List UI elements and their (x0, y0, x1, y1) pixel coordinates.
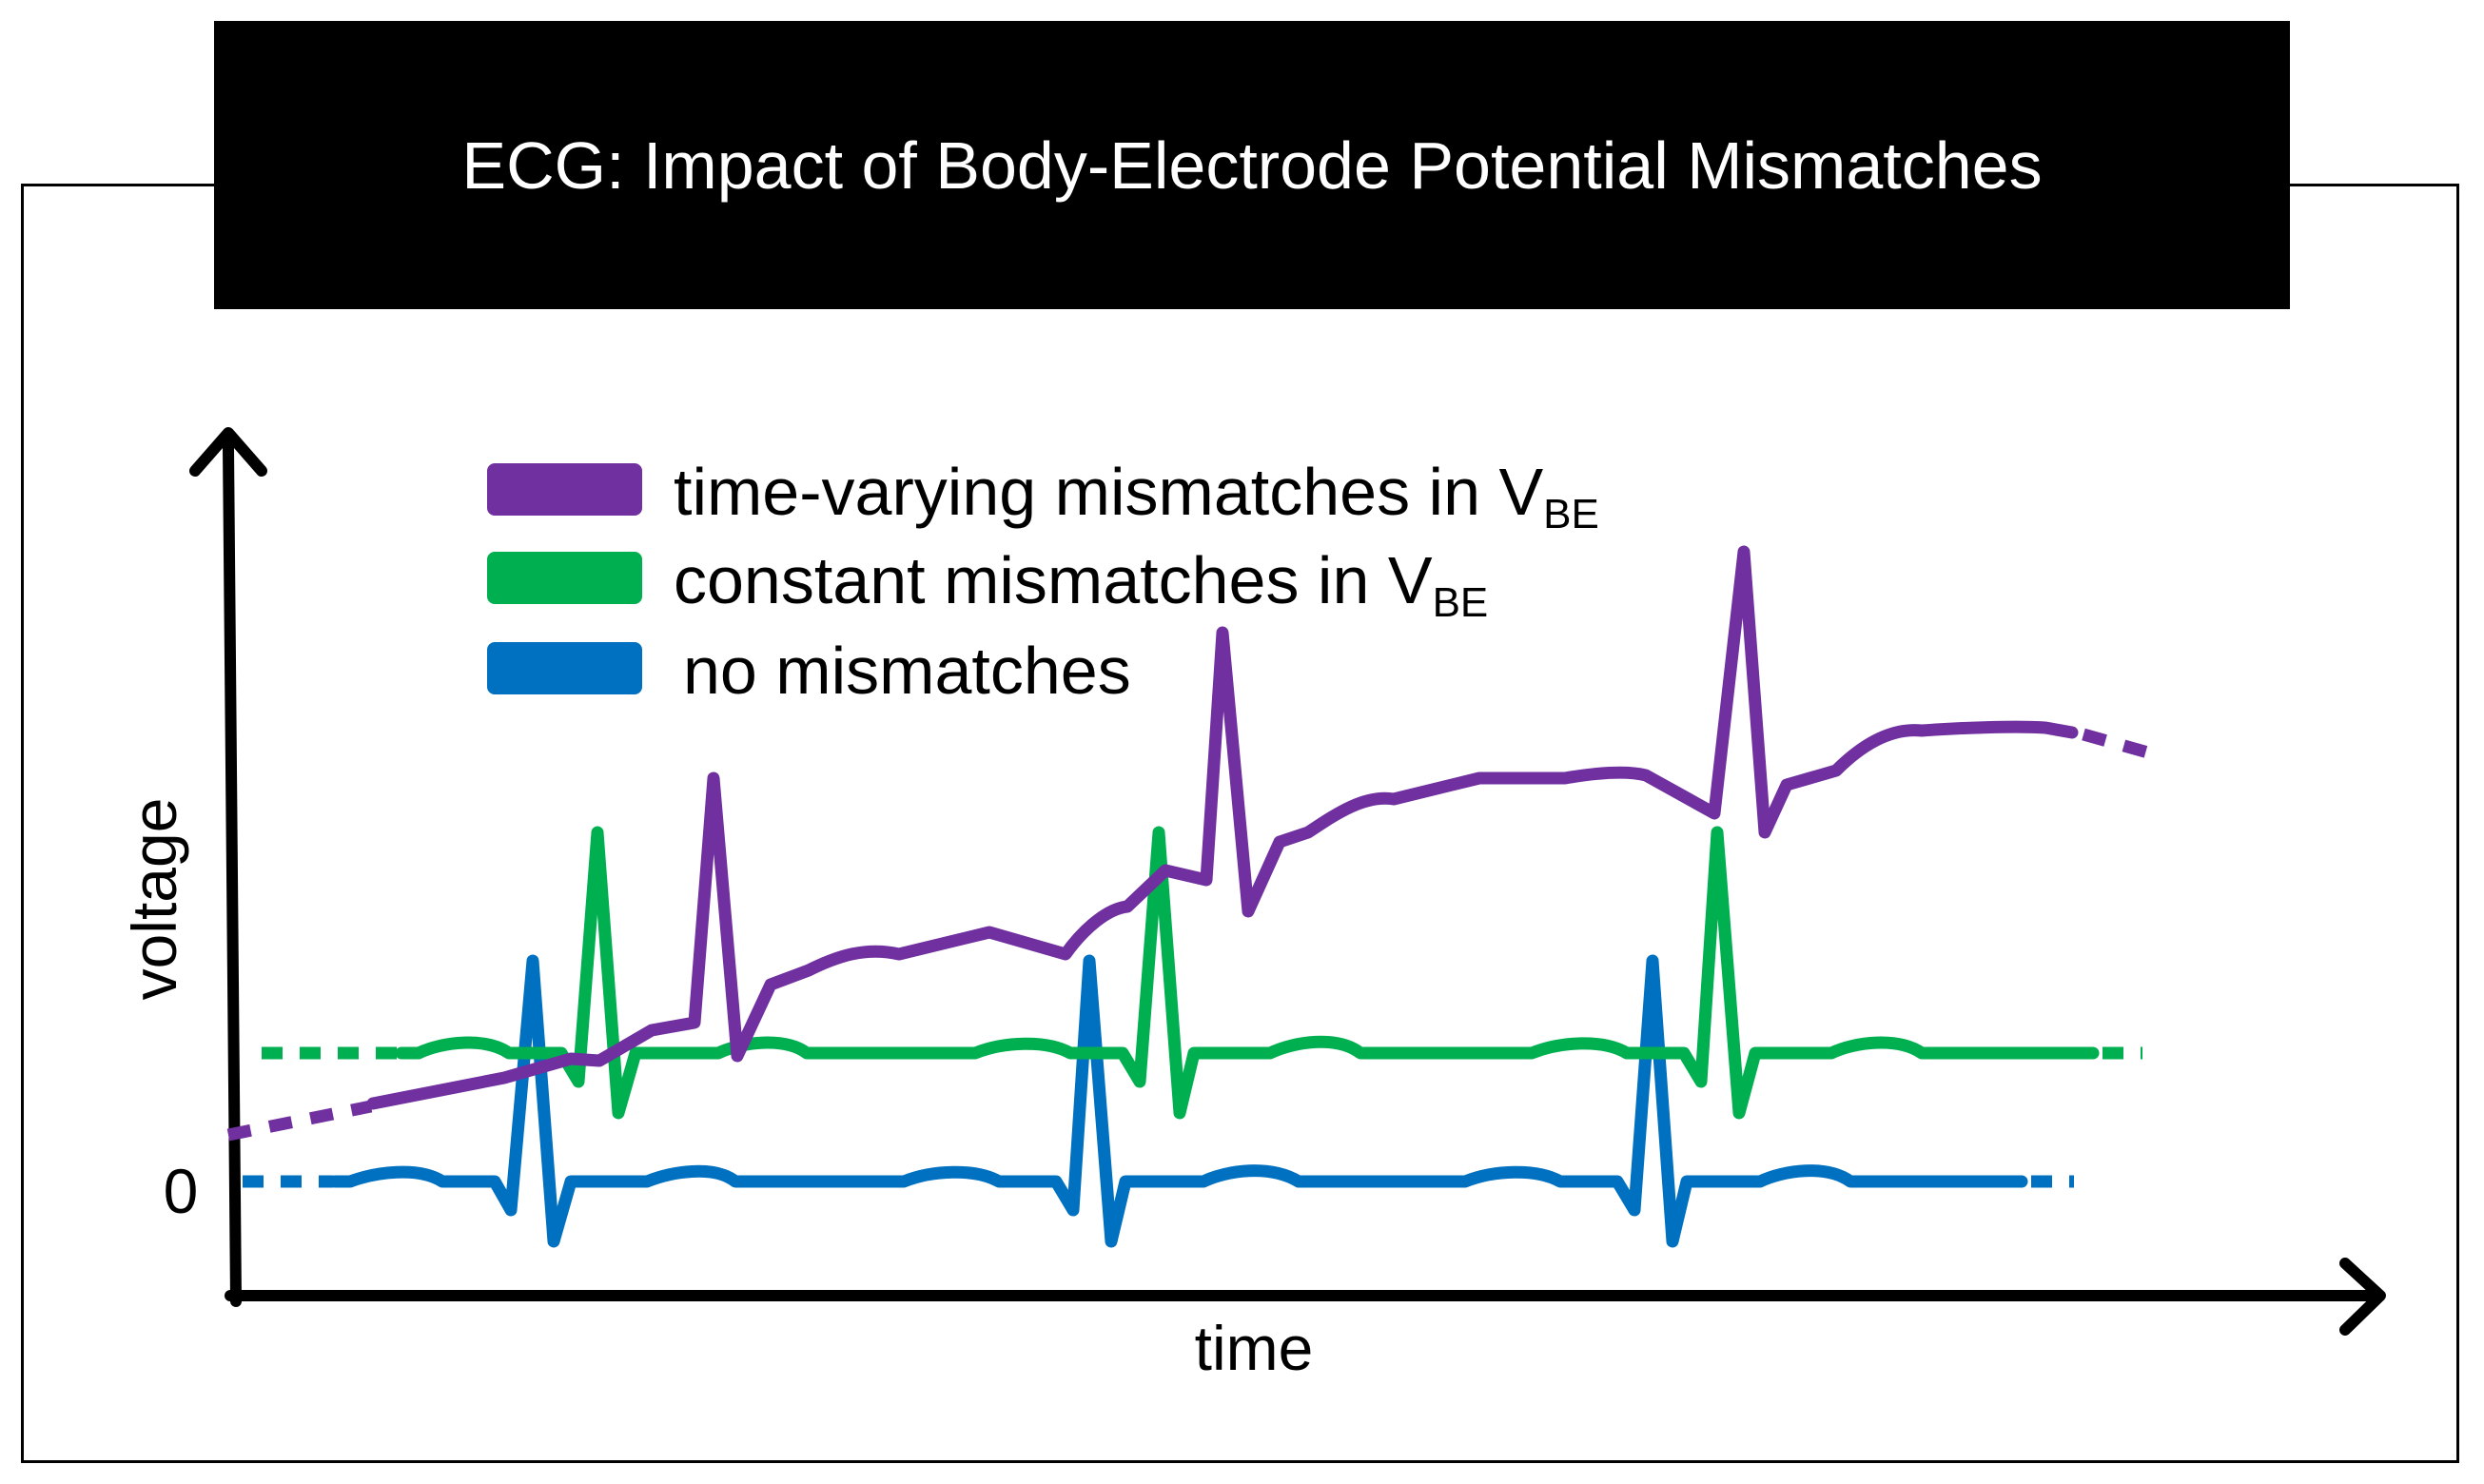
legend-text-constant: constant mismatches in V (674, 543, 1433, 617)
title-bar: ECG: Impact of Body-Electrode Potential … (214, 21, 2290, 309)
legend-sub-constant: BE (1433, 579, 1489, 626)
y-axis-label: voltage (119, 798, 189, 1001)
figure-title: ECG: Impact of Body-Electrode Potential … (461, 127, 2043, 203)
legend-swatch-green (487, 552, 642, 604)
x-axis-arrowhead (2339, 1258, 2386, 1336)
zero-label: 0 (164, 1156, 199, 1226)
y-axis-arrowhead (189, 427, 267, 477)
legend-swatch-blue (487, 642, 642, 694)
axes (189, 427, 2386, 1336)
legend-label-none: no mismatches (683, 634, 1131, 708)
purple-trace-tail-dash (2082, 728, 2163, 763)
legend-sub-time-varying: BE (1543, 491, 1599, 537)
legend-label-constant: constant mismatches in VBE (674, 543, 1488, 626)
legend: time-varying mismatches in VBE constant … (487, 455, 1599, 708)
y-axis (223, 441, 242, 1307)
legend-swatch-purple (487, 463, 642, 516)
legend-label-time-varying: time-varying mismatches in VBE (674, 455, 1599, 537)
traces (226, 545, 2163, 1248)
legend-text-time-varying: time-varying mismatches in V (674, 455, 1543, 529)
purple-trace-lead-dash (226, 1100, 373, 1142)
purple-trace (366, 545, 2079, 1110)
x-axis-label: time (1195, 1313, 1314, 1383)
green-trace (395, 826, 2100, 1120)
